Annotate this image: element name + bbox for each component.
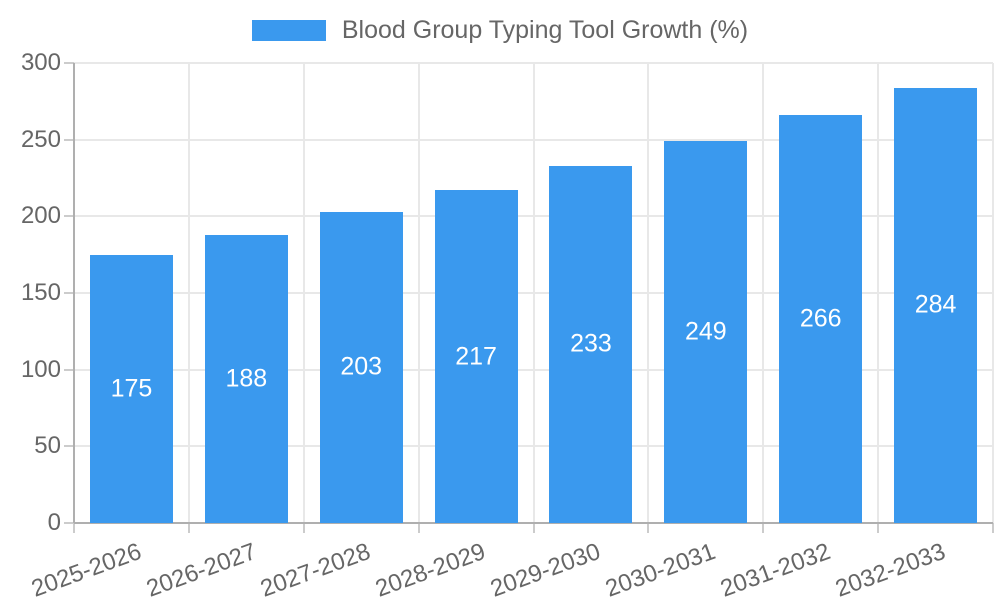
bar-2030-2031[interactable]: [664, 141, 748, 523]
x-tick-mark: [647, 523, 650, 533]
x-axis-tick-label: 2029-2030: [487, 538, 605, 600]
x-axis-line: [74, 522, 993, 524]
x-axis-tick-label: 2032-2033: [831, 538, 949, 600]
bar-2029-2030[interactable]: [549, 165, 633, 523]
y-tick-mark: [64, 292, 74, 294]
x-tick-mark: [417, 523, 420, 533]
y-axis-tick-label: 300: [20, 49, 61, 76]
x-gridline: [417, 63, 420, 523]
x-gridline: [647, 63, 650, 523]
y-tick-mark: [64, 138, 74, 141]
y-axis-tick-label: 200: [20, 202, 61, 230]
y-axis-tick-label: 250: [20, 125, 61, 153]
x-axis-tick-label: 2028-2029: [372, 538, 490, 600]
x-gridline: [302, 63, 305, 523]
x-tick-mark: [762, 523, 765, 533]
x-tick-mark: [187, 523, 190, 533]
x-tick-mark: [73, 523, 75, 533]
y-tick-mark: [64, 368, 74, 371]
bar-2031-2032[interactable]: [779, 115, 863, 523]
x-tick-mark: [992, 523, 994, 533]
y-axis-tick-label: 150: [20, 279, 61, 306]
y-tick-mark: [64, 215, 74, 218]
x-axis-tick-label: 2030-2031: [601, 538, 720, 600]
x-gridline: [762, 63, 765, 523]
x-axis-tick-label: 2027-2028: [257, 538, 375, 600]
legend-swatch-icon: [251, 19, 326, 41]
x-axis-tick-label: 2025-2026: [27, 538, 145, 600]
y-axis-line: [73, 63, 75, 523]
bar-2032-2033[interactable]: [894, 87, 978, 523]
x-gridline: [877, 63, 880, 523]
bar-2026-2027[interactable]: [204, 234, 288, 523]
legend-label: Blood Group Typing Tool Growth (%): [341, 16, 749, 44]
y-axis-tick-label: 0: [47, 509, 61, 536]
x-tick-mark: [877, 523, 880, 533]
x-tick-mark: [532, 523, 535, 533]
bar-2025-2026[interactable]: [89, 254, 173, 523]
y-tick-mark: [64, 62, 74, 64]
chart-legend[interactable]: Blood Group Typing Tool Growth (%): [0, 16, 1000, 44]
y-axis-tick-label: 100: [20, 355, 61, 383]
y-tick-mark: [64, 445, 74, 448]
bar-2027-2028[interactable]: [319, 211, 403, 523]
x-axis-tick-label: 2031-2032: [716, 538, 834, 600]
x-tick-mark: [302, 523, 305, 533]
x-gridline: [187, 63, 190, 523]
x-gridline: [992, 63, 994, 523]
y-axis-tick-label: 50: [34, 432, 61, 460]
x-gridline: [532, 63, 535, 523]
x-axis-tick-label: 2026-2027: [142, 538, 260, 600]
y-tick-mark: [64, 522, 74, 524]
bar-2028-2029[interactable]: [434, 190, 518, 523]
